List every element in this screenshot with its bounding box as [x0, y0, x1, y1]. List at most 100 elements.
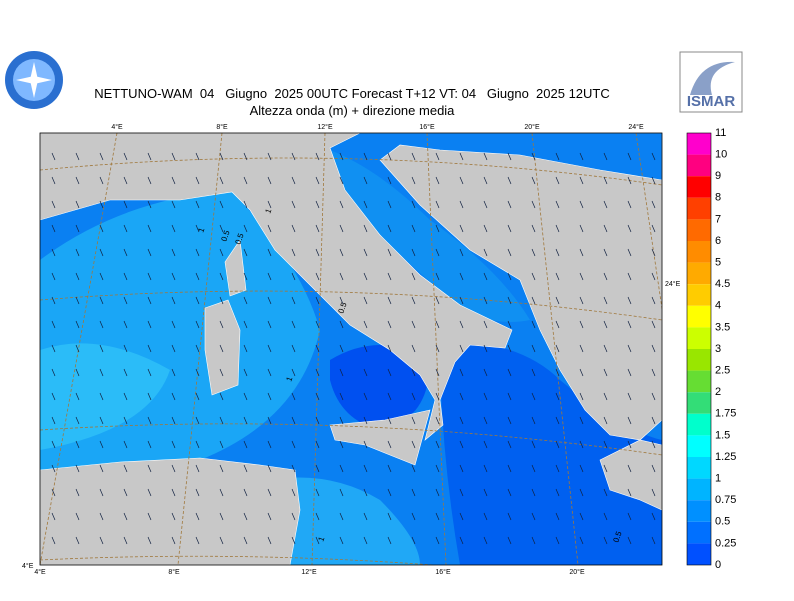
arrow — [339, 368, 344, 377]
arrow — [123, 224, 128, 233]
arrow — [483, 392, 488, 401]
arrow — [99, 296, 104, 305]
arrow — [51, 416, 56, 425]
arrow — [291, 416, 296, 425]
arrow — [339, 320, 344, 329]
arrow — [75, 224, 80, 233]
map-area: 1 0.5 1 0.5 1 0.5 1 0.5 — [40, 133, 662, 565]
arrow — [459, 272, 464, 281]
arrow — [219, 392, 224, 401]
arrow — [411, 464, 416, 473]
arrow — [459, 176, 464, 185]
arrow — [363, 176, 368, 185]
arrow — [147, 464, 152, 473]
arrow — [459, 224, 464, 233]
arrow — [219, 512, 224, 521]
arrow — [387, 176, 392, 185]
arrow — [651, 512, 656, 521]
arrow — [243, 320, 248, 329]
arrow — [531, 176, 536, 185]
colorbar-label: 0.25 — [715, 537, 736, 549]
arrow — [171, 512, 176, 521]
arrow — [387, 152, 392, 161]
arrow — [51, 296, 56, 305]
arrow — [603, 200, 608, 209]
arrow — [123, 368, 128, 377]
arrow — [243, 200, 248, 209]
arrow — [147, 272, 152, 281]
arrow — [507, 176, 512, 185]
colorbar-label: 7 — [715, 213, 721, 225]
arrow — [147, 200, 152, 209]
arrow — [387, 200, 392, 209]
arrow — [315, 296, 320, 305]
colorbar-label: 1.75 — [715, 408, 736, 420]
arrow — [267, 344, 272, 353]
arrow — [147, 344, 152, 353]
arrow — [579, 416, 584, 425]
arrow — [555, 224, 560, 233]
arrow — [219, 488, 224, 497]
colorbar-label: 2.5 — [715, 365, 730, 377]
colorbar-swatch — [687, 478, 711, 501]
arrow — [603, 152, 608, 161]
arrow — [483, 488, 488, 497]
arrow — [51, 368, 56, 377]
arrow — [51, 272, 56, 281]
arrow — [123, 200, 128, 209]
colorbar-swatch — [687, 327, 711, 349]
arrow — [459, 296, 464, 305]
arrow — [243, 488, 248, 497]
arrow — [387, 464, 392, 473]
arrow — [579, 368, 584, 377]
arrow — [195, 248, 200, 257]
arrow — [411, 392, 416, 401]
arrow — [315, 488, 320, 497]
arrow — [459, 200, 464, 209]
arrow — [507, 440, 512, 449]
arrow — [603, 176, 608, 185]
arrow — [507, 152, 512, 161]
arrow — [435, 248, 440, 257]
arrow — [627, 200, 632, 209]
arrow — [339, 512, 344, 521]
lon-label-top: 16°E — [419, 123, 435, 131]
arrow — [123, 320, 128, 329]
arrow — [219, 296, 224, 305]
colorbar-label: 3.5 — [715, 321, 730, 333]
colorbar-swatch — [687, 543, 711, 565]
arrow — [171, 224, 176, 233]
colorbar-swatch — [687, 521, 711, 544]
arrow — [459, 488, 464, 497]
arrow — [603, 344, 608, 353]
arrow — [51, 320, 56, 329]
arrow — [75, 320, 80, 329]
colorbar-label: 0 — [715, 559, 721, 571]
arrow — [363, 392, 368, 401]
colorbar-swatch — [687, 219, 711, 241]
arrow — [51, 344, 56, 353]
arrow — [51, 536, 56, 545]
arrow — [195, 176, 200, 185]
arrow — [651, 368, 656, 377]
arrow — [99, 272, 104, 281]
arrow — [267, 488, 272, 497]
arrow — [243, 248, 248, 257]
arrow — [363, 536, 368, 545]
arrow — [147, 248, 152, 257]
arrow — [363, 488, 368, 497]
arrow — [387, 272, 392, 281]
colorbar-label: 6 — [715, 235, 721, 247]
arrow — [459, 320, 464, 329]
arrow — [603, 248, 608, 257]
colorbar: 11 10 9 8 7 6 5 4.5 4 3.5 3 2.5 2 1.75 1.5 1.25 1 0.75 0.5… — [686, 127, 736, 571]
arrow — [483, 248, 488, 257]
arrow — [579, 272, 584, 281]
arrow — [627, 536, 632, 545]
arrow — [75, 392, 80, 401]
arrow — [99, 224, 104, 233]
arrow — [123, 344, 128, 353]
arrow — [531, 344, 536, 353]
arrow — [123, 536, 128, 545]
arrow — [51, 440, 56, 449]
